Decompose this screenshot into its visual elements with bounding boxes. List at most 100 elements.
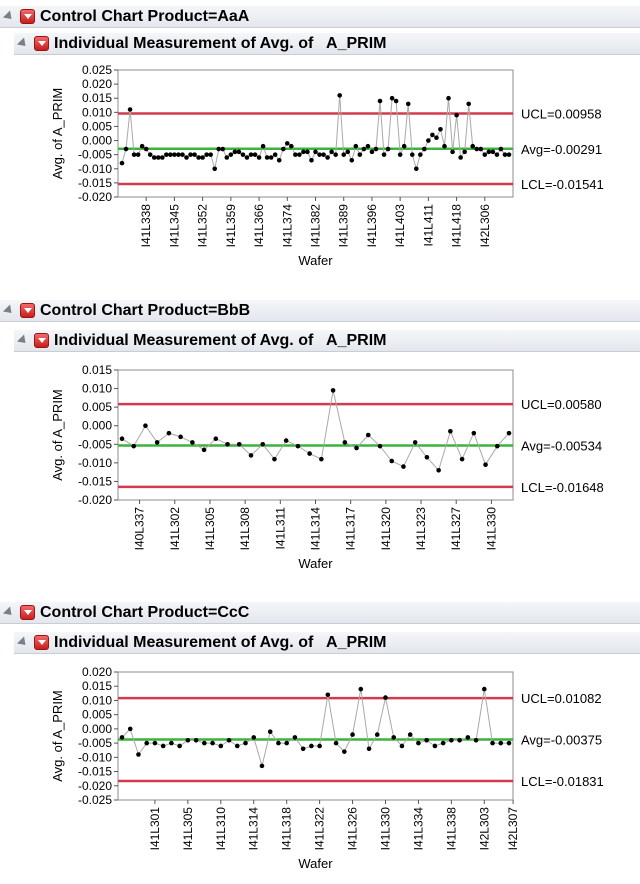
data-point bbox=[119, 436, 125, 442]
data-point bbox=[481, 686, 487, 692]
x-tick-label: I41L334 bbox=[411, 807, 425, 851]
x-tick-label: I41L310 bbox=[214, 807, 228, 851]
data-point bbox=[272, 152, 278, 157]
data-point bbox=[459, 456, 465, 462]
lcl-label: LCL=-0.01541 bbox=[521, 177, 604, 192]
y-tick-label: -0.015 bbox=[78, 474, 112, 488]
y-tick-label: 0.005 bbox=[82, 119, 112, 133]
outline-header-ccc[interactable]: Control Chart Product=CcC bbox=[0, 602, 640, 624]
data-point bbox=[473, 737, 479, 743]
chart-header-bbb[interactable]: Individual Measurement of Avg. of A_PRIM bbox=[14, 330, 640, 352]
data-point bbox=[216, 146, 222, 152]
x-tick-label: I41L305 bbox=[181, 807, 195, 851]
x-tick-label: I41L418 bbox=[450, 204, 464, 248]
x-tick-label: I41L322 bbox=[313, 807, 327, 851]
data-point bbox=[295, 443, 301, 449]
disclosure-triangle-icon[interactable] bbox=[16, 636, 30, 649]
red-triangle-menu-icon[interactable] bbox=[20, 605, 35, 620]
data-point bbox=[333, 152, 338, 157]
data-point bbox=[412, 440, 418, 445]
data-point bbox=[397, 152, 403, 157]
data-point bbox=[135, 152, 141, 157]
data-point bbox=[252, 152, 258, 157]
data-point bbox=[248, 152, 254, 157]
y-tick-label: 0.015 bbox=[82, 91, 112, 105]
data-point bbox=[202, 740, 207, 746]
red-triangle-menu-icon[interactable] bbox=[34, 36, 49, 51]
ucl-label: UCL=0.00580 bbox=[521, 397, 602, 412]
data-point bbox=[240, 152, 246, 157]
y-axis-label: Avg. of A_PRIM bbox=[50, 690, 65, 782]
x-tick-label: I42L306 bbox=[478, 204, 492, 248]
disclosure-triangle-icon[interactable] bbox=[2, 10, 16, 23]
data-point bbox=[119, 735, 125, 740]
data-point bbox=[490, 149, 496, 155]
y-tick-label: 0.005 bbox=[82, 400, 112, 414]
data-point bbox=[220, 146, 226, 152]
data-point bbox=[166, 430, 172, 436]
data-point bbox=[337, 93, 342, 98]
data-point bbox=[490, 740, 495, 746]
data-point bbox=[393, 98, 399, 104]
y-tick-label: 0.010 bbox=[82, 693, 112, 707]
data-point bbox=[243, 740, 248, 746]
data-point bbox=[358, 686, 364, 692]
data-point bbox=[333, 740, 339, 746]
avg-label: Avg=-0.00375 bbox=[521, 733, 602, 748]
y-tick-label: -0.010 bbox=[78, 162, 112, 176]
series-line bbox=[121, 390, 510, 472]
data-point bbox=[342, 440, 348, 445]
red-triangle-menu-icon[interactable] bbox=[34, 635, 49, 650]
avg-label: Avg=-0.00534 bbox=[521, 439, 602, 454]
data-point bbox=[210, 740, 215, 746]
data-point bbox=[349, 158, 355, 163]
data-point bbox=[178, 434, 183, 440]
y-tick-label: 0.010 bbox=[82, 105, 112, 119]
data-point bbox=[152, 740, 158, 746]
data-point bbox=[450, 149, 455, 155]
outline-header-aaa[interactable]: Control Chart Product=AaA bbox=[0, 6, 640, 28]
data-point bbox=[366, 746, 372, 752]
ucl-label: UCL=0.00958 bbox=[521, 107, 602, 122]
data-point bbox=[329, 149, 334, 155]
chart-title: Individual Measurement of Avg. of A_PRIM bbox=[54, 633, 387, 651]
disclosure-triangle-icon[interactable] bbox=[16, 37, 30, 50]
y-tick-label: 0.015 bbox=[82, 363, 112, 377]
data-point bbox=[317, 152, 322, 157]
plot-frame bbox=[117, 369, 514, 501]
data-point bbox=[236, 441, 242, 447]
y-tick-label: -0.010 bbox=[78, 456, 112, 470]
disclosure-triangle-icon[interactable] bbox=[2, 304, 16, 317]
x-tick-label: I41L318 bbox=[280, 807, 294, 851]
x-tick-label: I41L308 bbox=[238, 507, 252, 551]
disclosure-triangle-icon[interactable] bbox=[2, 606, 16, 619]
data-point bbox=[119, 160, 125, 166]
x-tick-label: I41L366 bbox=[252, 204, 266, 248]
x-tick-label: I41L317 bbox=[344, 507, 358, 551]
chart-header-ccc[interactable]: Individual Measurement of Avg. of A_PRIM bbox=[14, 632, 640, 654]
control-chart-aaa: 0.0250.0200.0150.0100.0050.000-0.005-0.0… bbox=[50, 63, 604, 268]
x-tick-label: I41L323 bbox=[414, 507, 428, 551]
x-tick-label: I42L307 bbox=[506, 807, 520, 851]
disclosure-triangle-icon[interactable] bbox=[16, 334, 30, 347]
y-tick-label: 0.005 bbox=[82, 708, 112, 722]
data-point bbox=[127, 726, 133, 732]
data-point bbox=[449, 737, 454, 743]
y-tick-label: -0.005 bbox=[78, 148, 112, 162]
data-point bbox=[426, 138, 431, 143]
red-triangle-menu-icon[interactable] bbox=[20, 303, 35, 318]
x-tick-label: I41L330 bbox=[378, 807, 392, 851]
red-triangle-menu-icon[interactable] bbox=[34, 333, 49, 348]
data-point bbox=[434, 135, 439, 141]
outline-title: Control Chart Product=BbB bbox=[40, 301, 251, 319]
chart-header-aaa[interactable]: Individual Measurement of Avg. of A_PRIM bbox=[14, 33, 640, 55]
data-point bbox=[164, 152, 169, 157]
data-point bbox=[448, 428, 453, 434]
outline-header-bbb[interactable]: Control Chart Product=BbB bbox=[0, 300, 640, 322]
data-point bbox=[342, 749, 347, 754]
y-tick-label: -0.025 bbox=[78, 793, 112, 807]
red-triangle-menu-icon[interactable] bbox=[20, 9, 35, 24]
data-point bbox=[470, 143, 476, 149]
data-point bbox=[391, 735, 397, 740]
data-point bbox=[212, 166, 218, 172]
